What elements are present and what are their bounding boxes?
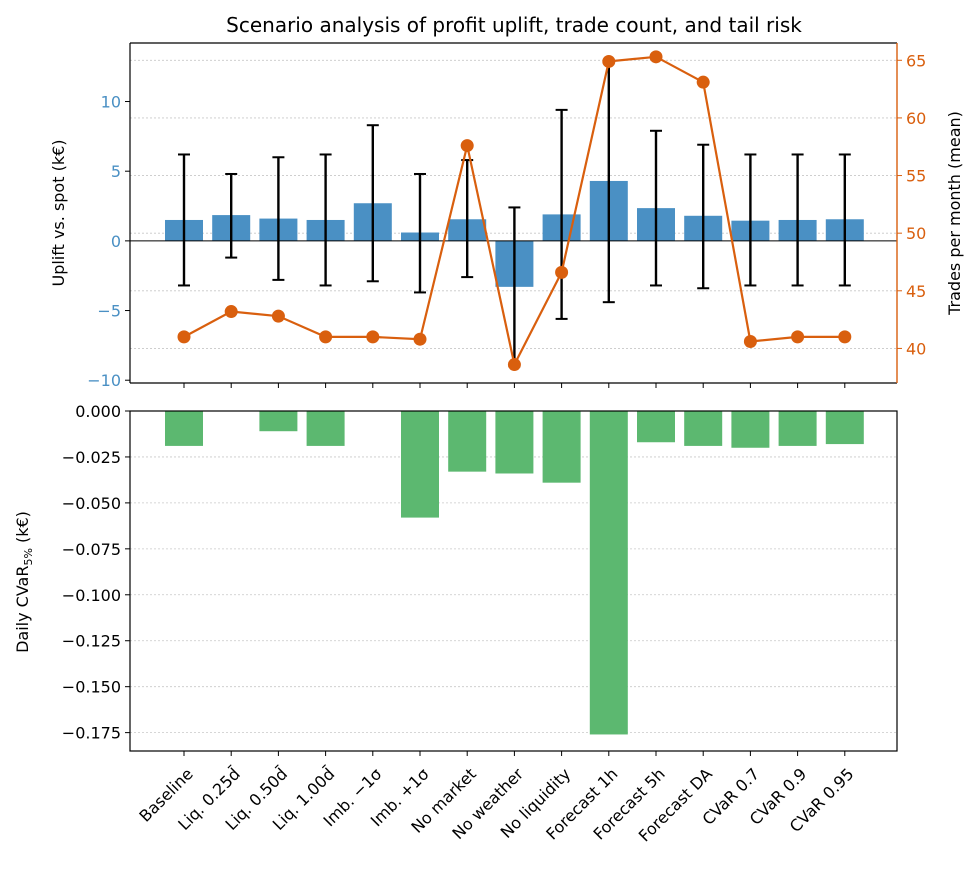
- trades-point: [224, 305, 238, 319]
- cvar-tick-label: 0.000: [75, 402, 121, 421]
- cvar-bar: [448, 411, 487, 472]
- cvar-bar: [589, 411, 628, 735]
- uplift-axis-label: Uplift vs. spot (k€): [49, 139, 68, 286]
- trades-point: [413, 332, 427, 346]
- cvar-bar: [778, 411, 817, 446]
- cvar-bar: [825, 411, 864, 445]
- trades-tick-label: 65: [906, 51, 926, 70]
- uplift-trades-panel: −10 −5 0 5 10 40 45 50 55 60 65: [87, 42, 926, 390]
- chart-title: Scenario analysis of profit uplift, trad…: [226, 13, 802, 37]
- cvar-bar: [165, 411, 203, 446]
- cvar-tick-label: −0.050: [62, 494, 121, 513]
- cvar-bar: [401, 411, 439, 518]
- trades-point: [271, 309, 285, 323]
- cvar-axis-label-sub: 5%: [22, 548, 35, 565]
- cvar-tick-label: −0.075: [62, 540, 121, 559]
- cvar-axis-label-main: Daily CVaR: [13, 566, 32, 653]
- trades-point: [555, 265, 569, 279]
- trades-tick-label: 60: [906, 109, 926, 128]
- trades-tick-label: 55: [906, 167, 926, 186]
- trades-point: [743, 335, 757, 349]
- trades-tick-label: 45: [906, 282, 926, 301]
- trades-tick-label: 50: [906, 224, 926, 243]
- cvar-bar: [731, 411, 770, 448]
- cvar-bar: [306, 411, 345, 446]
- cvar-tick-label: −0.125: [62, 632, 121, 651]
- trades-tick-label: 40: [906, 339, 926, 358]
- cvar-tick-label: −0.100: [62, 586, 121, 605]
- uplift-tick-label: 0: [111, 232, 121, 251]
- trades-point: [602, 54, 616, 68]
- trades-point: [649, 50, 663, 64]
- trades-point: [319, 330, 333, 344]
- cvar-bar: [542, 411, 581, 483]
- trades-point: [460, 139, 474, 153]
- uplift-tick-label: 10: [101, 93, 121, 112]
- trades-point: [366, 330, 380, 344]
- cvar-bar: [637, 411, 675, 443]
- trades-axis-label: Trades per month (mean): [945, 111, 964, 316]
- uplift-tick-label: 5: [111, 162, 121, 181]
- uplift-tick-label: −5: [97, 302, 121, 321]
- cvar-tick-label: −0.175: [62, 724, 121, 743]
- cvar-bar: [495, 411, 534, 474]
- trades-point: [696, 75, 710, 89]
- cvar-tick-label: −0.150: [62, 678, 121, 697]
- cvar-bar: [259, 411, 298, 432]
- trades-point: [838, 330, 852, 344]
- trades-point: [507, 358, 521, 372]
- cvar-tick-label: −0.025: [62, 448, 121, 467]
- cvar-panel: 0.000 −0.025 −0.050 −0.075 −0.100 −0.125 −0.15…: [62, 402, 898, 756]
- cvar-axis-label-unit: (k€): [13, 511, 32, 548]
- uplift-tick-label: −10: [87, 371, 121, 390]
- bottom-frame: [129, 410, 898, 752]
- cvar-bar: [684, 411, 723, 446]
- cvar-axis-label: Daily CVaR5% (k€): [13, 511, 35, 653]
- trades-point: [177, 330, 191, 344]
- trades-point: [791, 330, 805, 344]
